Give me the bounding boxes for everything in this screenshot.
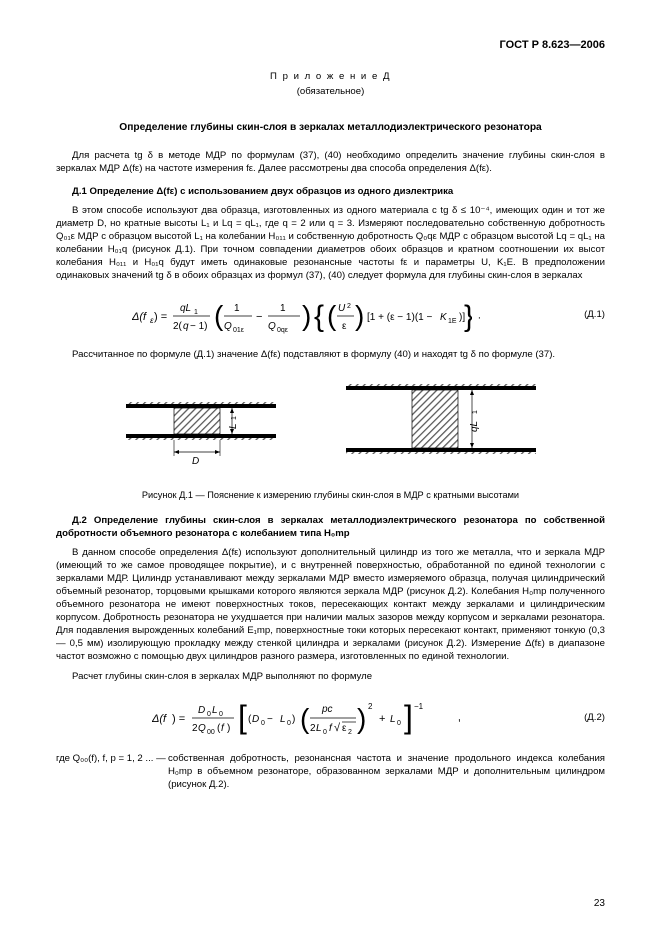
svg-text:qL: qL	[180, 303, 191, 314]
svg-text:): )	[292, 714, 295, 725]
svg-text:]: ]	[404, 699, 413, 735]
svg-text:+: +	[379, 713, 385, 725]
section-d2-p2: Расчет глубины скин-слоя в зеркалах МДР …	[56, 671, 605, 684]
svg-text:2: 2	[368, 702, 373, 711]
svg-text:U: U	[338, 303, 346, 314]
svg-text:ε: ε	[342, 723, 347, 734]
svg-text:qL: qL	[469, 421, 480, 432]
svg-text:00: 00	[207, 729, 215, 736]
svg-text:) =: ) =	[154, 311, 167, 323]
main-title: Определение глубины скин-слоя в зеркалах…	[56, 121, 605, 135]
svg-text:Q: Q	[198, 723, 206, 734]
formula-d2-number: (Д.2)	[557, 712, 605, 725]
section-d1-title: Д.1 Определение Δ(fε) с использованием д…	[56, 186, 605, 199]
svg-text:1: 1	[280, 303, 286, 314]
svg-text:Δ(f: Δ(f	[132, 311, 147, 323]
where-right: собственная добротность, резонансная час…	[168, 753, 605, 792]
svg-text:−: −	[267, 714, 273, 725]
svg-text:0: 0	[207, 711, 211, 718]
svg-text:−1: −1	[414, 702, 424, 711]
svg-text:0qε: 0qε	[277, 327, 288, 334]
svg-text:L: L	[390, 714, 396, 725]
section-d1-p2: Рассчитанное по формуле (Д.1) значение Δ…	[56, 349, 605, 362]
where-clause: где Q₀₀(f), f, p = 1, 2 ... — собственна…	[56, 753, 605, 792]
svg-text:q: q	[183, 321, 189, 332]
svg-text:(: (	[300, 703, 310, 734]
svg-text:L: L	[316, 723, 322, 734]
svg-text:[1 + (ε − 1)(1 −: [1 + (ε − 1)(1 −	[367, 312, 432, 323]
svg-text:[: [	[238, 699, 247, 735]
intro-paragraph: Для расчета tg δ в методе МДР по формула…	[56, 150, 605, 176]
svg-text:2: 2	[348, 729, 352, 736]
svg-text:0: 0	[287, 720, 291, 727]
svg-text:D: D	[192, 456, 199, 467]
svg-text:√: √	[334, 722, 341, 734]
svg-text:}: }	[464, 300, 472, 333]
svg-text:(: (	[327, 300, 337, 331]
figure-d1-caption: Рисунок Д.1 — Пояснение к измерению глуб…	[56, 489, 605, 501]
svg-text:1: 1	[194, 309, 198, 316]
svg-text:K: K	[440, 312, 448, 323]
svg-text:L: L	[280, 714, 286, 725]
svg-text:Q: Q	[224, 321, 232, 332]
document-id: ГОСТ Р 8.623—2006	[56, 38, 605, 53]
formula-d1-number: (Д.1)	[557, 309, 605, 322]
svg-text:): )	[355, 300, 364, 331]
svg-text:1: 1	[472, 410, 479, 414]
svg-text:0: 0	[397, 720, 401, 727]
svg-text:1E: 1E	[448, 318, 457, 325]
svg-text:0: 0	[219, 711, 223, 718]
section-d2-title: Д.2 Определение глубины скин-слоя в зерк…	[56, 515, 605, 541]
svg-text:): )	[227, 723, 230, 734]
svg-text:1: 1	[234, 303, 240, 314]
formula-d1-body: Δ(f ε ) = qL 1 2( q − 1) ( 1 Q 01ε − 1 Q	[56, 293, 557, 339]
appendix-label: П р и л о ж е н и е Д	[56, 71, 605, 84]
svg-text:): )	[302, 300, 311, 331]
svg-text:(: (	[214, 300, 224, 331]
svg-text:) =: ) =	[172, 713, 185, 725]
svg-text:ε: ε	[342, 321, 347, 332]
svg-text:2: 2	[347, 303, 351, 310]
svg-text:Δ(f: Δ(f	[152, 713, 167, 725]
svg-text:L: L	[228, 423, 239, 429]
svg-text:f: f	[221, 723, 225, 734]
formula-d1: Δ(f ε ) = qL 1 2( q − 1) ( 1 Q 01ε − 1 Q	[56, 293, 605, 339]
page-number: 23	[594, 897, 605, 911]
formula-d2: Δ(f ) = D 0 L 0 2 Q 00 ( f ) [ ( D 0 −	[56, 693, 605, 743]
figure-d1: D L 1 qL 1	[56, 374, 605, 479]
section-d2-p1: В данном способе определения Δ(fε) испол…	[56, 547, 605, 663]
svg-text:D: D	[252, 714, 259, 725]
page: ГОСТ Р 8.623—2006 П р и л о ж е н и е Д …	[0, 0, 661, 936]
svg-text:− 1): − 1)	[190, 321, 208, 332]
svg-text:−: −	[256, 311, 262, 323]
svg-text:L: L	[212, 705, 218, 716]
svg-text:01ε: 01ε	[233, 327, 244, 334]
svg-text:2(: 2(	[173, 321, 183, 332]
svg-text:0: 0	[323, 729, 327, 736]
svg-text:f: f	[329, 723, 333, 734]
svg-text:0: 0	[261, 720, 265, 727]
section-d1-p1: В этом способе используют два образца, и…	[56, 205, 605, 283]
appendix-note: (обязательное)	[56, 86, 605, 99]
svg-text:D: D	[198, 705, 205, 716]
where-left: где Q₀₀(f), f, p = 1, 2 ... —	[56, 753, 168, 792]
svg-text:1: 1	[231, 416, 238, 420]
formula-d2-body: Δ(f ) = D 0 L 0 2 Q 00 ( f ) [ ( D 0 −	[56, 693, 557, 743]
svg-text:{: {	[314, 300, 324, 333]
svg-text:Q: Q	[268, 321, 276, 332]
svg-text:pc: pc	[321, 704, 333, 715]
svg-text:): )	[357, 703, 366, 734]
